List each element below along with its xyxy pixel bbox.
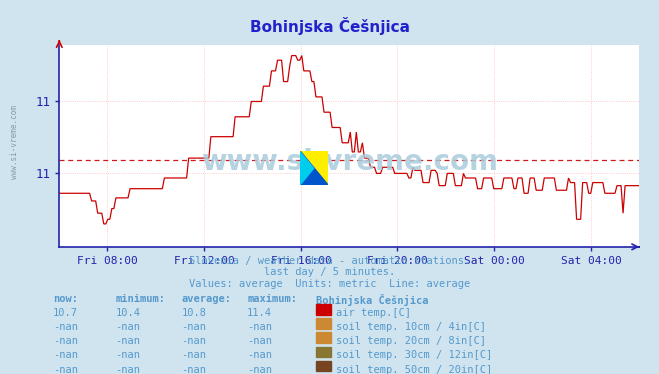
- Text: -nan: -nan: [181, 322, 206, 332]
- Polygon shape: [300, 151, 328, 185]
- Text: -nan: -nan: [53, 365, 78, 374]
- Text: -nan: -nan: [181, 336, 206, 346]
- Text: www.si-vreme.com: www.si-vreme.com: [201, 148, 498, 176]
- Text: -nan: -nan: [115, 336, 140, 346]
- Polygon shape: [300, 151, 314, 185]
- Text: -nan: -nan: [53, 336, 78, 346]
- Text: soil temp. 30cm / 12in[C]: soil temp. 30cm / 12in[C]: [336, 350, 492, 361]
- Text: soil temp. 50cm / 20in[C]: soil temp. 50cm / 20in[C]: [336, 365, 492, 374]
- Text: soil temp. 10cm / 4in[C]: soil temp. 10cm / 4in[C]: [336, 322, 486, 332]
- Text: Slovenia / weather data - automatic stations.: Slovenia / weather data - automatic stat…: [189, 256, 470, 266]
- Text: -nan: -nan: [53, 322, 78, 332]
- Text: 10.8: 10.8: [181, 308, 206, 318]
- Text: last day / 5 minutes.: last day / 5 minutes.: [264, 267, 395, 278]
- Text: Bohinjska Češnjica: Bohinjska Češnjica: [316, 294, 429, 306]
- Text: 11.4: 11.4: [247, 308, 272, 318]
- Text: soil temp. 20cm / 8in[C]: soil temp. 20cm / 8in[C]: [336, 336, 486, 346]
- Text: average:: average:: [181, 294, 231, 304]
- Text: air temp.[C]: air temp.[C]: [336, 308, 411, 318]
- Text: now:: now:: [53, 294, 78, 304]
- Text: maximum:: maximum:: [247, 294, 297, 304]
- Text: -nan: -nan: [247, 350, 272, 361]
- Text: minimum:: minimum:: [115, 294, 165, 304]
- Text: -nan: -nan: [181, 365, 206, 374]
- Text: -nan: -nan: [115, 365, 140, 374]
- Text: -nan: -nan: [247, 365, 272, 374]
- Text: www.si-vreme.com: www.si-vreme.com: [10, 105, 19, 179]
- Text: Values: average  Units: metric  Line: average: Values: average Units: metric Line: aver…: [189, 279, 470, 289]
- Text: 10.4: 10.4: [115, 308, 140, 318]
- Text: Bohinjska Češnjica: Bohinjska Češnjica: [250, 17, 409, 35]
- Text: -nan: -nan: [53, 350, 78, 361]
- Text: -nan: -nan: [247, 322, 272, 332]
- Text: 10.7: 10.7: [53, 308, 78, 318]
- Text: -nan: -nan: [115, 350, 140, 361]
- Polygon shape: [300, 151, 328, 185]
- Text: -nan: -nan: [181, 350, 206, 361]
- Text: -nan: -nan: [247, 336, 272, 346]
- Text: -nan: -nan: [115, 322, 140, 332]
